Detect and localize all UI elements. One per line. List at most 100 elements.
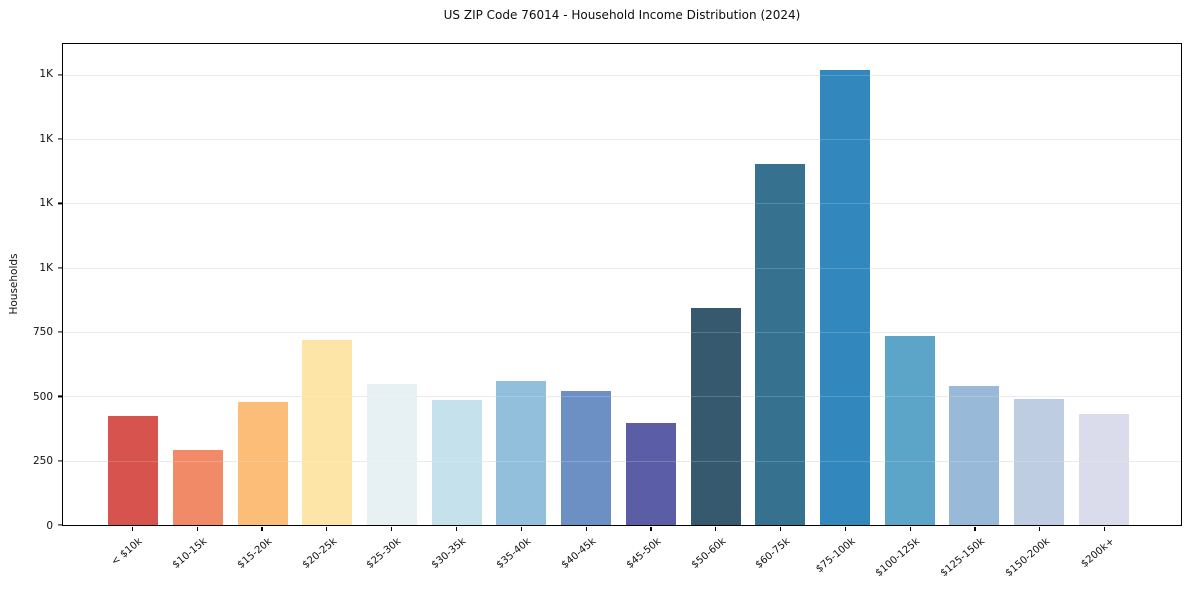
y-tick-label: 1K: [39, 197, 53, 210]
x-axis-tick: [520, 527, 522, 531]
x-axis-tick: [261, 527, 263, 531]
x-label-slot: $35-40k: [489, 531, 554, 587]
x-tick-slot: [878, 527, 943, 531]
y-tick-label: 0: [46, 520, 53, 532]
x-tick-slot: [554, 527, 619, 531]
bar: [496, 380, 547, 525]
x-tick-slot: [294, 527, 359, 531]
bar: [108, 415, 159, 525]
bar: [367, 383, 418, 525]
x-axis-tick-labels: < $10k $10-15k $15-20k $20-25k $25-30k $30-35…: [62, 531, 1182, 587]
x-tick-slot: [683, 527, 748, 531]
x-tick-label: $50-60k: [689, 536, 728, 571]
gridline: [63, 139, 1181, 141]
bar-slot: [554, 44, 619, 525]
x-tick-label: $45-50k: [624, 536, 663, 571]
x-tick-label: $25-30k: [365, 536, 404, 571]
x-label-slot: $30-35k: [424, 531, 489, 587]
x-tick-label: $35-40k: [494, 536, 534, 571]
bar-slot: [101, 44, 166, 525]
x-axis-tick: [455, 527, 458, 531]
gridline: [63, 396, 1181, 398]
x-tick-label: $100-125k: [873, 536, 923, 580]
bar-slot: [683, 44, 748, 525]
y-axis-tick: [58, 138, 62, 140]
x-axis-tick: [650, 527, 652, 531]
y-axis-tick: [58, 74, 62, 76]
x-label-slot: < $10k: [100, 531, 165, 587]
x-tick-label: < $10k: [109, 536, 145, 568]
y-axis-tick: [58, 202, 62, 205]
x-label-slot: $10-15k: [165, 531, 230, 587]
x-tick-slot: [1007, 527, 1072, 531]
bar: [173, 450, 224, 525]
bar-slot: [230, 44, 295, 525]
x-label-slot: $20-25k: [294, 531, 359, 587]
x-label-slot: $50-60k: [683, 531, 748, 587]
gridline-overlay: [63, 267, 1181, 269]
gridline-overlay: [63, 74, 1181, 76]
x-label-slot: $45-50k: [619, 531, 684, 587]
bar: [884, 335, 935, 525]
x-label-slot: $75-100k: [813, 531, 878, 587]
gridline: [63, 332, 1181, 334]
bar-slot: [942, 44, 1007, 525]
bar-slot: [748, 44, 813, 525]
x-tick-slot: [1072, 527, 1137, 531]
gridline-overlay: [63, 396, 1181, 398]
bar: [625, 422, 676, 525]
x-axis-tick: [196, 527, 198, 531]
x-label-slot: $25-30k: [359, 531, 424, 587]
y-tick-label: 750: [32, 326, 53, 339]
bar-slot: [1071, 44, 1136, 525]
bar: [690, 307, 741, 525]
y-axis-tick: [58, 267, 62, 269]
bar-slot: [424, 44, 489, 525]
x-tick-slot: [813, 527, 878, 531]
y-axis-tick: [58, 331, 62, 333]
x-label-slot: $15-20k: [230, 531, 295, 587]
bar: [755, 163, 806, 525]
x-tick-slot: [748, 527, 813, 531]
bar: [431, 400, 482, 525]
x-tick-slot: [943, 527, 1008, 531]
bar-slot: [360, 44, 425, 525]
bar-slot: [619, 44, 684, 525]
x-tick-label: $10-15k: [170, 536, 210, 571]
bar-slot: [295, 44, 360, 525]
y-tick-label: 1K: [39, 67, 53, 80]
y-axis-tick: [58, 395, 62, 397]
plot-area: [58, 43, 1182, 526]
bar: [302, 339, 353, 525]
x-tick-label: $75-100k: [813, 536, 858, 576]
chart-title: US ZIP Code 76014 - Household Income Dis…: [443, 8, 801, 22]
bar-slot: [489, 44, 554, 525]
x-axis-tick: [585, 527, 587, 531]
x-label-slot: $125-150k: [939, 531, 1008, 587]
x-axis-tick: [326, 527, 328, 531]
bar-slot: [877, 44, 942, 525]
x-axis-ticks: [62, 527, 1182, 531]
x-tick-label: $200k+: [1079, 536, 1117, 570]
bar: [237, 401, 288, 525]
gridline-overlay: [63, 203, 1181, 205]
x-tick-label: $40-45k: [559, 536, 599, 571]
gridline: [63, 460, 1181, 462]
bar-slot: [166, 44, 231, 525]
bar: [949, 386, 1000, 525]
x-tick-label: $15-20k: [235, 536, 275, 571]
x-label-slot: $60-75k: [748, 531, 813, 587]
x-tick-label: $20-25k: [300, 536, 339, 571]
bars-row: [63, 44, 1181, 525]
bar: [1013, 398, 1064, 525]
x-axis-tick: [844, 527, 846, 531]
gridline: [63, 267, 1181, 269]
x-tick-slot: [165, 527, 230, 531]
x-axis-tick: [1039, 527, 1041, 531]
y-tick-label: 250: [32, 455, 53, 468]
y-tick-label: 1K: [39, 261, 53, 274]
x-axis-tick: [131, 527, 133, 531]
x-tick-label: $60-75k: [753, 536, 793, 571]
x-label-slot: $100-125k: [874, 531, 943, 587]
